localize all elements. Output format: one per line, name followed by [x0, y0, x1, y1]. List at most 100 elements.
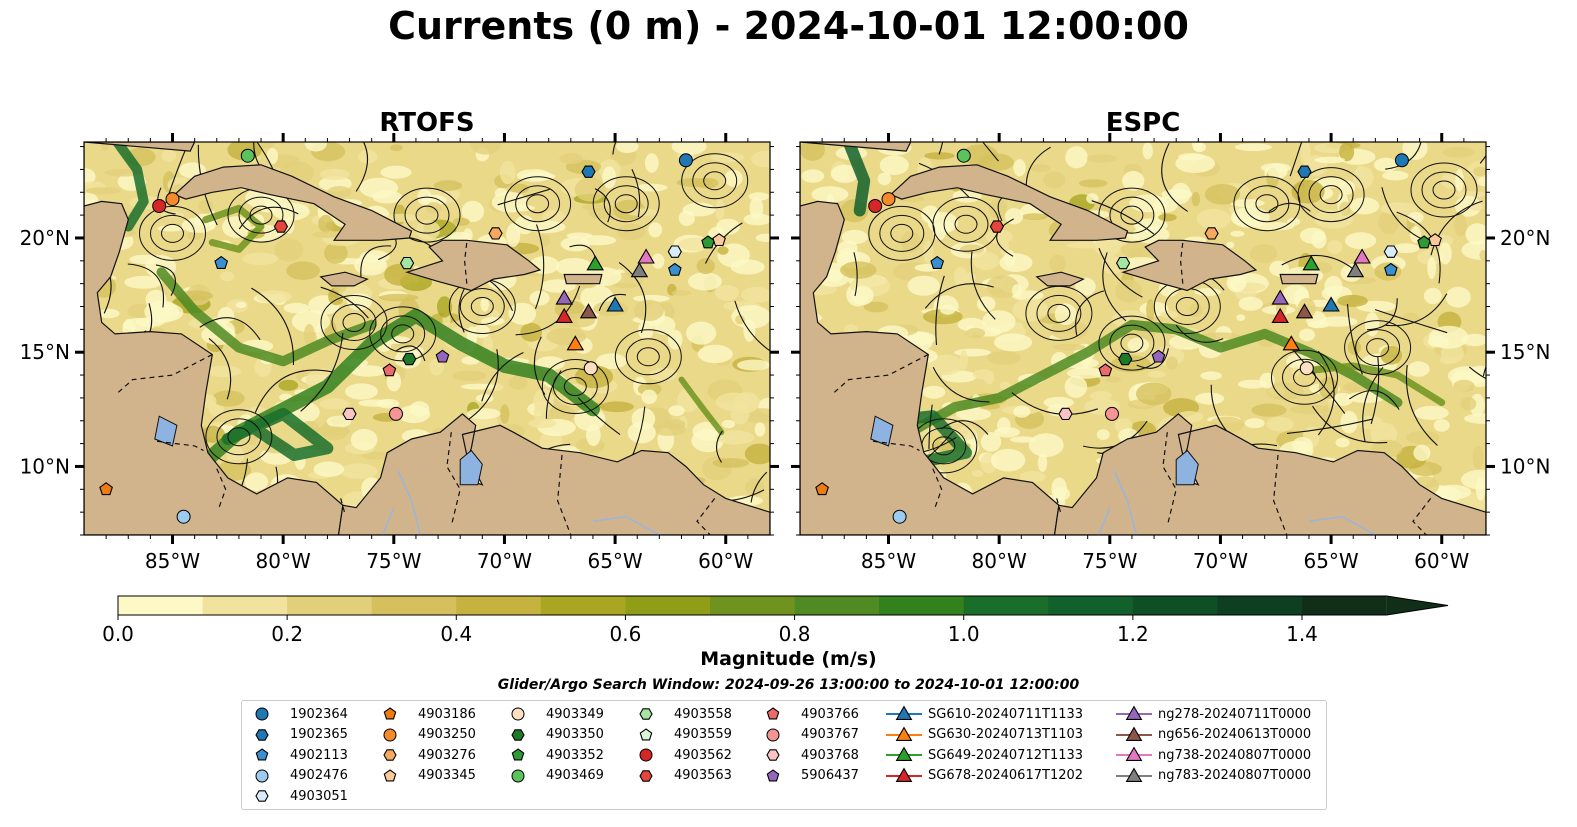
lon-tick-label: 85°W [145, 549, 200, 573]
legend-item: 4903562 [636, 745, 732, 765]
glider-SG630-marker [566, 335, 585, 351]
glider-ng656-marker [1295, 303, 1314, 319]
obs-5906437-marker [1151, 349, 1166, 363]
hexagon-marker-icon [639, 769, 653, 782]
triangle-marker-icon [886, 767, 922, 782]
lon-tick-label: 80°W [256, 549, 311, 573]
legend-triangle-marker [1125, 726, 1143, 741]
legend-item: 4903051 [252, 786, 348, 806]
search-window-text: Glider/Argo Search Window: 2024-09-26 13… [497, 677, 1080, 693]
colorbar-tick-label: 1.4 [1286, 622, 1318, 646]
lat-tick-label: 20°N [1500, 226, 1550, 250]
colorbar-segment [794, 596, 880, 615]
legend-item-label: 4903469 [546, 768, 604, 783]
legend-circle-marker [766, 728, 780, 741]
legend-pentagon-marker [639, 727, 653, 740]
legend-triangle-marker [1125, 767, 1143, 782]
legend-item: 4902113 [252, 745, 348, 765]
colorbar-segment [625, 596, 711, 615]
legend-item-label: ng783-20240807T0000 [1158, 768, 1312, 783]
triangle-marker-icon [1116, 746, 1152, 761]
legend-item: 4903559 [636, 725, 732, 745]
obs-4903349-marker [583, 361, 598, 376]
pentagon-marker-icon [639, 727, 653, 740]
hexagon-marker-icon [511, 728, 525, 741]
map-axes: 85°W 80°W 75°W 70°W 65°W 60°W 20°N 15°N 10°N 85°W… [20, 133, 1550, 573]
hexagon-marker-icon [766, 749, 780, 761]
glider-ng783-marker [1346, 262, 1365, 278]
obs-1902365-marker [581, 165, 596, 178]
triangle-marker-icon [886, 726, 922, 741]
obs-4903766-marker [1098, 363, 1113, 377]
circle-marker-icon [511, 769, 525, 782]
glider-SG610-marker [606, 296, 624, 312]
hexagon-marker-icon [383, 749, 397, 761]
circle-marker-icon [766, 728, 780, 741]
lon-tick-label: 65°W [587, 549, 642, 573]
legend-item-label: 4903559 [674, 727, 732, 742]
legend-pentagon-marker [255, 748, 269, 761]
legend-item-label: ng656-20240613T0000 [1158, 727, 1312, 742]
obs-4903562-marker [152, 199, 167, 213]
lat-tick-label: 15°N [20, 340, 70, 364]
legend-hexagon-marker [766, 749, 780, 761]
circle-marker-icon [511, 707, 525, 721]
pentagon-marker-icon [255, 748, 269, 761]
obs-4903469-marker [240, 148, 255, 163]
glider-SG610-marker [1322, 296, 1340, 312]
glider-ng278-marker [1271, 289, 1289, 305]
obs-4903345-marker [712, 233, 726, 247]
glider-SG649-marker [1302, 255, 1320, 271]
legend-hexagon-marker [255, 790, 269, 802]
triangle-marker-icon [886, 705, 922, 720]
colorbar-tick-label: 1.2 [1117, 622, 1149, 646]
legend-triangle-marker [895, 767, 913, 782]
glider-ng278-marker [555, 289, 573, 305]
legend-item-label: 4903766 [801, 706, 859, 722]
legend-item: 4903558 [636, 704, 732, 724]
legend-item: 4903768 [763, 745, 859, 765]
legend-item-label: 4903562 [674, 747, 732, 763]
hexagon-marker-icon [255, 728, 269, 741]
legend-item: 1902365 [252, 725, 348, 745]
glider-SG678-marker [1271, 307, 1289, 323]
legend-hexagon-marker [511, 728, 525, 741]
legend-item: SG678-20240617T1202 [886, 766, 1083, 786]
legend-item: ng783-20240807T0000 [1116, 766, 1311, 786]
obs-1902365-marker [1297, 165, 1312, 178]
colorbar-segment [710, 596, 796, 615]
legend-triangle-marker [895, 705, 913, 720]
legend-item-label: 1902365 [290, 727, 348, 742]
espc-map-panel [799, 141, 1487, 536]
colorbar: 0.0 0.2 0.4 0.6 0.8 1.0 1.2 1.4 [102, 595, 1449, 646]
legend-pentagon-marker [766, 707, 780, 720]
obs-4903558-marker [399, 256, 415, 270]
obs-4903276-marker [1204, 227, 1219, 240]
lon-tick-label: 75°W [1082, 549, 1137, 573]
legend-item-label: SG678-20240617T1202 [928, 768, 1084, 783]
glider-ng738-marker [1353, 248, 1371, 264]
legend-pentagon-marker [383, 707, 397, 720]
triangle-marker-icon [1116, 705, 1152, 720]
legend-circle-marker [511, 769, 525, 782]
colorbar-tick-label: 1.0 [948, 622, 980, 646]
obs-4903350-marker [402, 352, 417, 366]
legend-item: 4903350 [508, 725, 604, 745]
legend-triangle-marker [1125, 705, 1143, 720]
obs-5906437-marker [435, 349, 450, 363]
colorbar-segment [118, 596, 204, 615]
legend-circle-marker [255, 769, 269, 782]
obs-4903186-marker [99, 482, 113, 496]
obs-4903051-marker [1383, 245, 1398, 258]
obs-4903186-marker [815, 482, 829, 496]
legend-item-label: 4903352 [546, 747, 604, 763]
colorbar-tick-label: 0.0 [102, 622, 134, 646]
legend-hexagon-marker [383, 749, 397, 761]
legend-item-label: 4903563 [674, 768, 732, 783]
glider-SG649-marker [586, 255, 604, 271]
legend-item-label: 4903051 [290, 788, 348, 804]
legend-item: 4903345 [380, 766, 476, 786]
colorbar-tick-label: 0.4 [440, 622, 472, 646]
pentagon-marker-icon [383, 707, 397, 720]
hexagon-marker-icon [639, 708, 653, 720]
